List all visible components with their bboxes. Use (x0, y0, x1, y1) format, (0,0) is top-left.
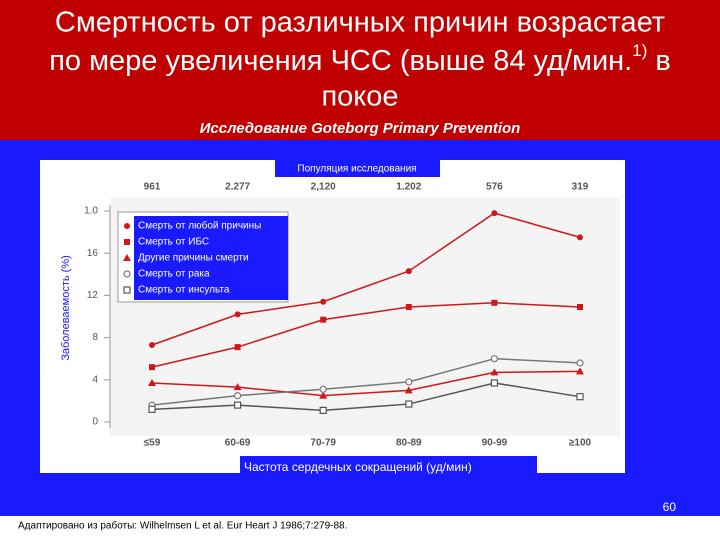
page-number: 60 (663, 500, 677, 514)
legend-text-bg (134, 216, 288, 300)
y-tick-label: 8 (92, 332, 98, 343)
point (491, 210, 498, 217)
point (234, 344, 241, 351)
point (148, 405, 156, 413)
x-tick-label: 60-69 (225, 438, 251, 449)
title-line-end: в (655, 45, 670, 77)
point (405, 378, 413, 386)
title-superscript: 1) (632, 41, 647, 60)
point (319, 385, 327, 393)
point (491, 299, 498, 306)
header-band (0, 0, 720, 140)
legend-marker (123, 286, 131, 294)
point (320, 298, 327, 305)
point (319, 391, 328, 399)
point (490, 355, 498, 363)
point (577, 234, 583, 241)
point (148, 378, 156, 386)
x-axis-label: Частота сердечных сокращений (уд/мин) (244, 460, 472, 474)
population-value: 2,120 (311, 182, 336, 193)
point (490, 368, 499, 376)
title-line: по мере увеличения ЧСС (выше 84 уд/мин. (49, 45, 632, 77)
series-line (151, 382, 581, 412)
legend-marker (124, 223, 130, 229)
x-tick-label: 90-99 (482, 438, 508, 449)
legend-label: Смерть от инсульта (138, 285, 230, 296)
point (320, 316, 327, 323)
population-box (275, 160, 440, 177)
point (405, 400, 413, 408)
population-value: 1.202 (396, 182, 421, 193)
population-value: 961 (144, 182, 161, 193)
population-value: 2.277 (225, 182, 250, 193)
legend-marker (124, 239, 130, 245)
title-line: покое (321, 81, 398, 113)
point (490, 379, 498, 387)
population-value: 319 (572, 182, 589, 193)
source: Адаптировано из работы: Wilhelmsen L et … (18, 520, 347, 532)
y-tick-label: 0 (92, 417, 98, 428)
point (149, 341, 155, 348)
legend-label: Смерть от ИБС (138, 237, 209, 248)
legend-label: Другие причины смерти (138, 253, 249, 264)
point (234, 311, 241, 318)
y-tick-label: 1.0 (84, 206, 98, 217)
point (234, 401, 242, 409)
point (576, 359, 584, 367)
y-tick-label: 4 (92, 374, 98, 385)
legend-marker (123, 270, 131, 278)
subtitle: Исследование Goteborg Primary Prevention (200, 120, 521, 137)
point (319, 406, 327, 414)
y-tick-label: 16 (87, 248, 99, 259)
point (577, 304, 583, 311)
y-tick-label: 12 (87, 290, 99, 301)
y-axis-label: Заболеваемость (%) (60, 255, 72, 361)
x-tick-label: 80-89 (396, 438, 422, 449)
legend-marker (123, 254, 131, 261)
series-line (151, 212, 581, 346)
legend-label: Смерть от рака (138, 269, 210, 280)
point (149, 364, 155, 371)
point (576, 367, 584, 375)
point (405, 268, 412, 275)
series-line (151, 302, 581, 368)
x-tick-label: ≥100 (569, 438, 592, 449)
point (576, 393, 584, 401)
point (405, 304, 412, 311)
population-label: Популяция исследования (297, 164, 416, 175)
title-line: по мере увеличения ЧСС (выше 84 уд/мин.1… (49, 41, 671, 76)
footer-band (0, 516, 720, 540)
legend-label: Смерть от любой причины (138, 220, 261, 232)
series-line (151, 370, 581, 397)
point (234, 392, 242, 400)
title-line: Смертность от различных причин возрастае… (55, 7, 665, 39)
series-line (151, 357, 581, 406)
x-tick-label: ≤59 (144, 438, 161, 449)
population-value: 576 (486, 182, 503, 193)
point (404, 386, 413, 394)
x-label-box (240, 456, 537, 478)
point (233, 383, 242, 391)
x-tick-label: 70-79 (310, 438, 336, 449)
